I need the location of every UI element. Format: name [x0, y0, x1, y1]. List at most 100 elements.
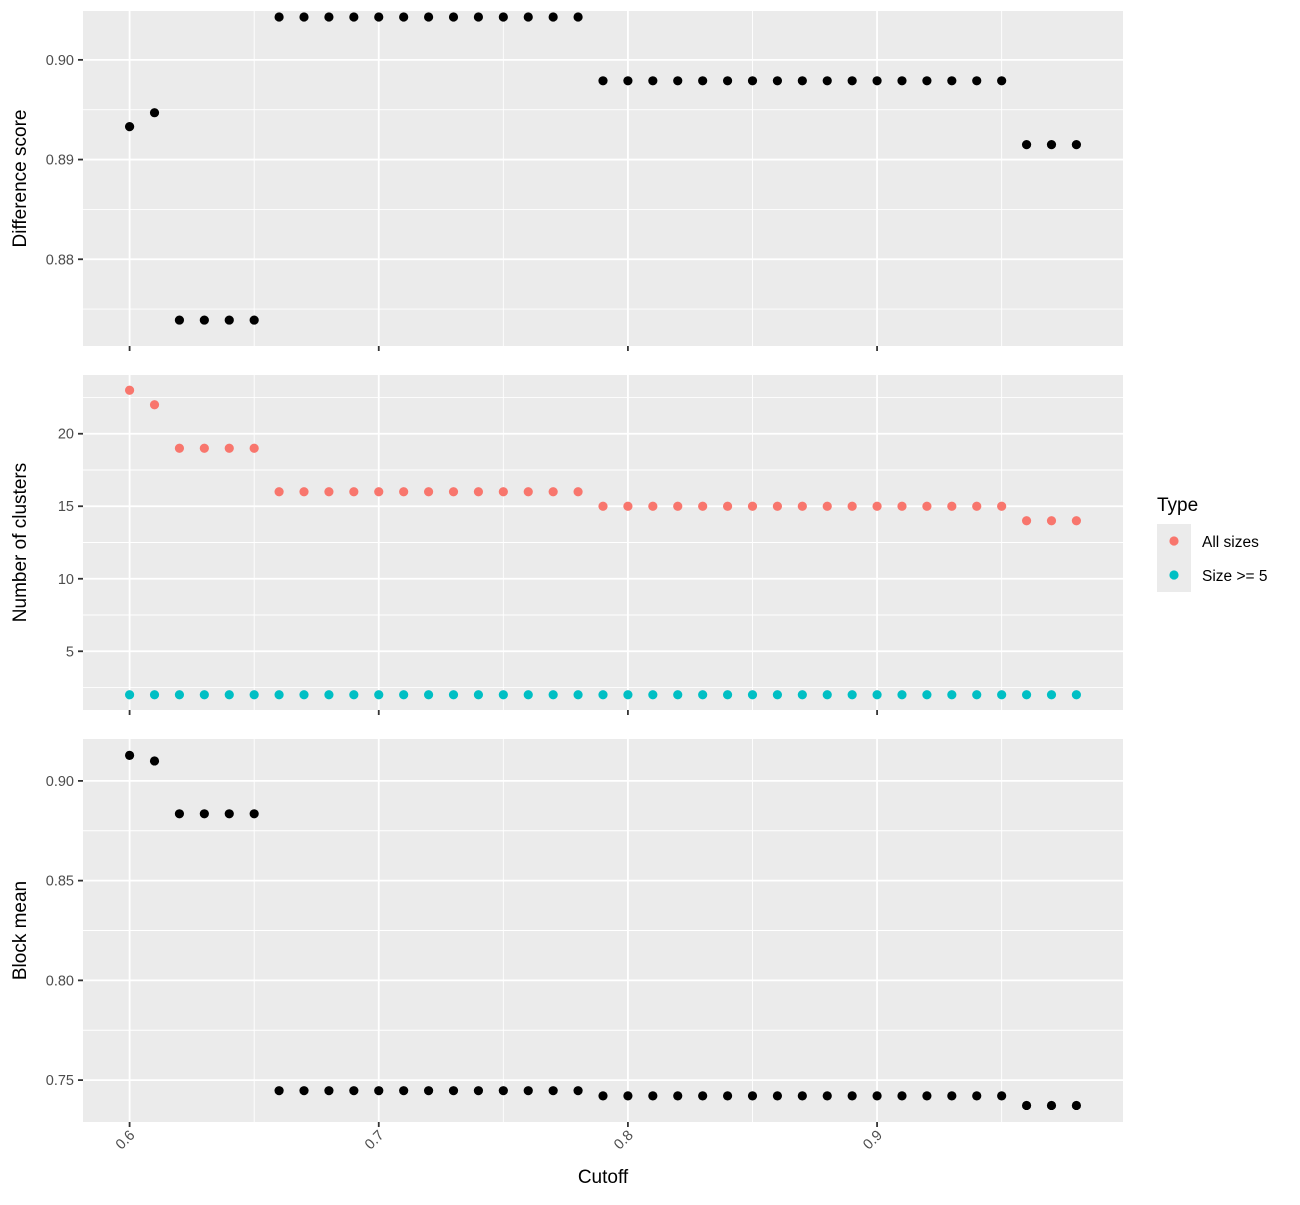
y-tick-label: 0.89: [46, 153, 74, 169]
legend-title: Type: [1157, 495, 1198, 516]
data-point: [623, 1091, 633, 1101]
data-point: [972, 690, 982, 700]
series-all-sizes: [124, 385, 1082, 526]
data-point: [623, 501, 633, 511]
data-point: [648, 501, 658, 511]
data-point: [648, 690, 658, 700]
y-tick-label: 15: [58, 499, 74, 515]
data-point: [274, 1086, 284, 1096]
data-point: [797, 1091, 807, 1101]
data-point: [399, 690, 409, 700]
data-point: [349, 1086, 359, 1096]
data-point: [822, 690, 832, 700]
data-point: [1071, 516, 1082, 526]
data-point: [374, 12, 384, 22]
data-point: [124, 122, 135, 132]
data-point: [573, 690, 583, 700]
data-point: [1071, 140, 1082, 150]
data-point: [623, 690, 633, 700]
data-point: [698, 1091, 708, 1101]
data-point: [124, 750, 135, 760]
y-tick-label: 0.75: [46, 1073, 74, 1089]
data-point: [274, 690, 284, 700]
data-point: [673, 1091, 683, 1101]
data-point: [174, 809, 185, 819]
data-point: [822, 1091, 832, 1101]
data-point: [423, 1086, 434, 1096]
y-tick-label: 5: [66, 644, 74, 660]
data-point: [274, 487, 284, 497]
data-point: [423, 12, 434, 22]
data-point: [822, 76, 832, 86]
data-point: [673, 690, 683, 700]
y-tick-label: 20: [58, 427, 74, 443]
data-point: [374, 487, 384, 497]
data-point: [199, 809, 209, 819]
x-axis-title: Cutoff: [578, 1167, 629, 1188]
data-point: [897, 501, 907, 511]
data-point: [448, 690, 459, 700]
data-point: [448, 12, 459, 22]
data-point: [997, 501, 1007, 511]
data-point: [1071, 1100, 1082, 1111]
data-point: [374, 1086, 384, 1096]
data-point: [149, 690, 160, 700]
data-point: [573, 1086, 583, 1096]
data-point: [1046, 1100, 1057, 1111]
data-point: [797, 501, 807, 511]
data-point: [673, 501, 683, 511]
data-point: [648, 1091, 658, 1101]
y-tick-label: 0.88: [46, 252, 74, 268]
data-point: [299, 487, 309, 497]
data-point: [149, 756, 160, 766]
legend: Type All sizes Size >= 5: [1157, 495, 1268, 592]
y-axis-title-number-of-clusters: Number of clusters: [10, 463, 31, 622]
y-axis-title-block-mean: Block mean: [10, 881, 31, 980]
data-point: [498, 1086, 508, 1096]
data-point: [698, 690, 708, 700]
data-point: [324, 1086, 334, 1096]
data-point: [224, 690, 234, 700]
y-tick-label: 0.80: [46, 973, 74, 989]
data-point: [349, 487, 359, 497]
data-point: [1046, 516, 1057, 526]
data-point: [224, 443, 234, 453]
data-point: [897, 1091, 907, 1101]
data-point: [174, 315, 185, 325]
panels-layer: 0.88 0.89 0.90 Difference score 5 10 15 20 Numbe…: [10, 11, 1123, 1153]
data-point: [872, 1091, 882, 1101]
data-point: [747, 76, 758, 86]
data-point: [747, 1091, 758, 1101]
series-points: [124, 12, 1082, 325]
data-point: [847, 690, 857, 700]
data-point: [473, 1086, 484, 1096]
data-point: [324, 487, 334, 497]
legend-key-size-ge-5: [1169, 570, 1179, 580]
data-point: [797, 76, 807, 86]
data-point: [149, 400, 160, 410]
data-point: [922, 690, 932, 700]
panel-number-of-clusters: 5 10 15 20 Number of clusters: [10, 375, 1123, 715]
data-point: [648, 76, 658, 86]
data-point: [523, 690, 533, 700]
data-point: [947, 76, 957, 86]
data-point: [124, 690, 135, 700]
data-point: [498, 12, 508, 22]
data-point: [1046, 140, 1057, 150]
data-point: [598, 1091, 608, 1101]
data-point: [673, 76, 683, 86]
data-point: [1046, 690, 1057, 700]
data-point: [324, 690, 334, 700]
data-point: [423, 487, 434, 497]
data-point: [947, 501, 957, 511]
data-point: [374, 690, 384, 700]
y-tick-label: 0.85: [46, 874, 74, 890]
data-point: [548, 487, 558, 497]
data-point: [598, 76, 608, 86]
data-point: [772, 690, 783, 700]
data-point: [224, 809, 234, 819]
data-point: [299, 12, 309, 22]
series-points: [124, 750, 1082, 1111]
data-point: [523, 487, 533, 497]
